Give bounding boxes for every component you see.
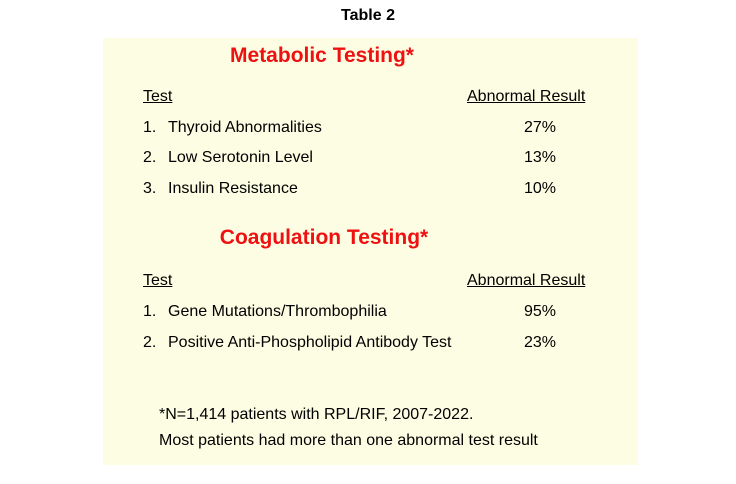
result-value: 27%: [523, 119, 557, 136]
column-header: Test: [143, 88, 173, 105]
table-title: Table 2: [341, 7, 395, 24]
row-number: 1.: [143, 119, 157, 136]
test-name: Gene Mutations/Thrombophilia: [168, 303, 387, 320]
test-name: Low Serotonin Level: [168, 149, 313, 166]
footnote: *N=1,414 patients with RPL/RIF, 2007-202…: [159, 406, 474, 423]
result-value: 13%: [523, 149, 557, 166]
test-name: Positive Anti-Phospholipid Antibody Test: [168, 334, 452, 351]
column-header: Abnormal Result: [467, 88, 586, 105]
result-value: 10%: [523, 180, 557, 197]
column-header: Abnormal Result: [467, 272, 586, 289]
footnote: Most patients had more than one abnormal…: [159, 432, 538, 449]
table-panel: [103, 38, 638, 465]
result-value: 95%: [523, 303, 557, 320]
result-value: 23%: [523, 334, 557, 351]
row-number: 1.: [143, 303, 157, 320]
test-name: Thyroid Abnormalities: [168, 119, 322, 136]
row-number: 2.: [143, 149, 157, 166]
section-title: Metabolic Testing*: [230, 44, 414, 67]
row-number: 2.: [143, 334, 157, 351]
row-number: 3.: [143, 180, 157, 197]
section-title: Coagulation Testing*: [219, 226, 429, 249]
column-header: Test: [143, 272, 173, 289]
test-name: Insulin Resistance: [168, 180, 298, 197]
